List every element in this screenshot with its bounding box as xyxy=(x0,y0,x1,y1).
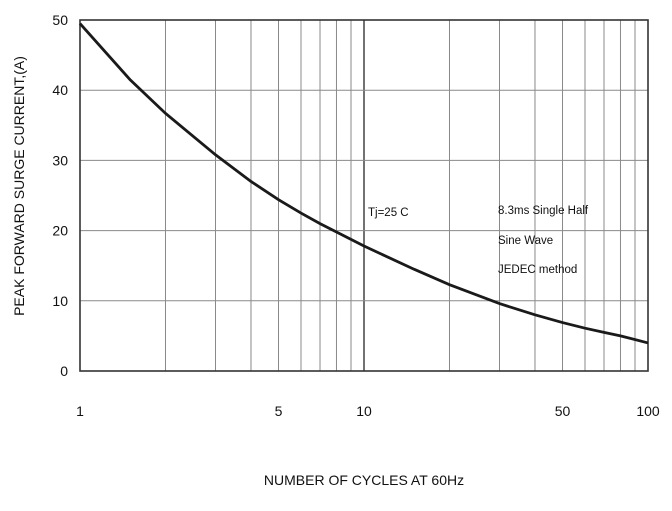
surge-current-curve xyxy=(78,22,649,345)
y-tick-label: 50 xyxy=(52,12,68,28)
annotation-waveform-line1: 8.3ms Single Half xyxy=(498,205,589,217)
x-tick-labels: 1 5 10 50 100 xyxy=(76,403,660,419)
y-tick-label: 30 xyxy=(52,152,68,168)
annotation-waveform-line3: JEDEC method xyxy=(498,264,577,276)
x-tick-label: 50 xyxy=(555,403,571,419)
y-tick-label: 40 xyxy=(52,82,68,98)
plot-frame xyxy=(79,19,649,372)
x-tick-label: 1 xyxy=(76,403,84,419)
y-axis-label: PEAK FORWARD SURGE CURRENT,(A) xyxy=(11,56,27,316)
y-tick-labels: 0 10 20 30 40 50 xyxy=(52,12,68,379)
x-tick-label: 100 xyxy=(636,403,660,419)
y-tick-label: 10 xyxy=(52,293,68,309)
x-tick-label: 5 xyxy=(275,403,283,419)
x-tick-label: 10 xyxy=(356,403,372,419)
y-tick-label: 0 xyxy=(60,363,68,379)
annotation-temperature: Tj=25 C xyxy=(368,207,409,219)
y-tick-label: 20 xyxy=(52,223,68,239)
grid-lines xyxy=(80,20,648,371)
annotation-waveform-line2: Sine Wave xyxy=(498,235,553,247)
x-axis-label: NUMBER OF CYCLES AT 60Hz xyxy=(264,472,464,488)
